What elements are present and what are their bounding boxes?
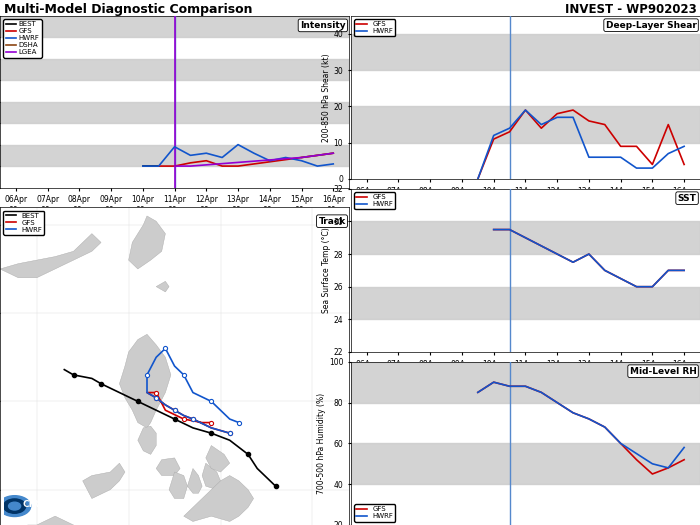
Text: CIRA: CIRA	[23, 500, 47, 509]
Bar	[351, 222, 700, 254]
Text: Deep-Layer Shear: Deep-Layer Shear	[606, 20, 696, 29]
Polygon shape	[156, 458, 180, 476]
Text: Track: Track	[318, 217, 346, 226]
Bar	[351, 362, 700, 403]
Polygon shape	[120, 334, 171, 428]
Polygon shape	[206, 446, 230, 472]
Bar	[351, 287, 700, 319]
Text: Multi-Model Diagnostic Comparison: Multi-Model Diagnostic Comparison	[4, 3, 252, 16]
Polygon shape	[0, 234, 101, 278]
Text: INVEST - WP902023: INVEST - WP902023	[565, 3, 696, 16]
Bar	[0, 16, 349, 37]
Text: Intensity: Intensity	[300, 21, 346, 30]
Bar	[351, 107, 700, 143]
Circle shape	[8, 502, 20, 510]
Polygon shape	[129, 216, 165, 269]
Polygon shape	[83, 463, 125, 499]
Polygon shape	[188, 468, 202, 493]
Legend: GFS, HWRF: GFS, HWRF	[354, 19, 395, 36]
Bar	[0, 59, 349, 80]
Polygon shape	[156, 281, 169, 292]
Y-axis label: 700-500 hPa Humidity (%): 700-500 hPa Humidity (%)	[317, 393, 326, 494]
Circle shape	[0, 496, 31, 517]
Bar	[0, 144, 349, 166]
Y-axis label: Sea Surface Temp (°C): Sea Surface Temp (°C)	[322, 227, 330, 313]
Polygon shape	[169, 472, 188, 499]
Bar	[0, 102, 349, 123]
Bar	[351, 444, 700, 484]
Y-axis label: 200-850 hPa Shear (kt): 200-850 hPa Shear (kt)	[322, 53, 330, 142]
Bar	[351, 34, 700, 70]
Polygon shape	[138, 426, 156, 454]
Text: SST: SST	[678, 194, 696, 203]
Polygon shape	[184, 476, 253, 521]
Legend: BEST, GFS, HWRF: BEST, GFS, HWRF	[4, 211, 45, 235]
Legend: GFS, HWRF: GFS, HWRF	[354, 505, 395, 521]
Circle shape	[4, 499, 26, 513]
Polygon shape	[27, 516, 101, 525]
Polygon shape	[202, 463, 220, 490]
Legend: GFS, HWRF: GFS, HWRF	[354, 192, 395, 209]
Text: Mid-Level RH: Mid-Level RH	[629, 366, 696, 376]
Legend: BEST, GFS, HWRF, DSHA, LGEA: BEST, GFS, HWRF, DSHA, LGEA	[4, 19, 42, 58]
